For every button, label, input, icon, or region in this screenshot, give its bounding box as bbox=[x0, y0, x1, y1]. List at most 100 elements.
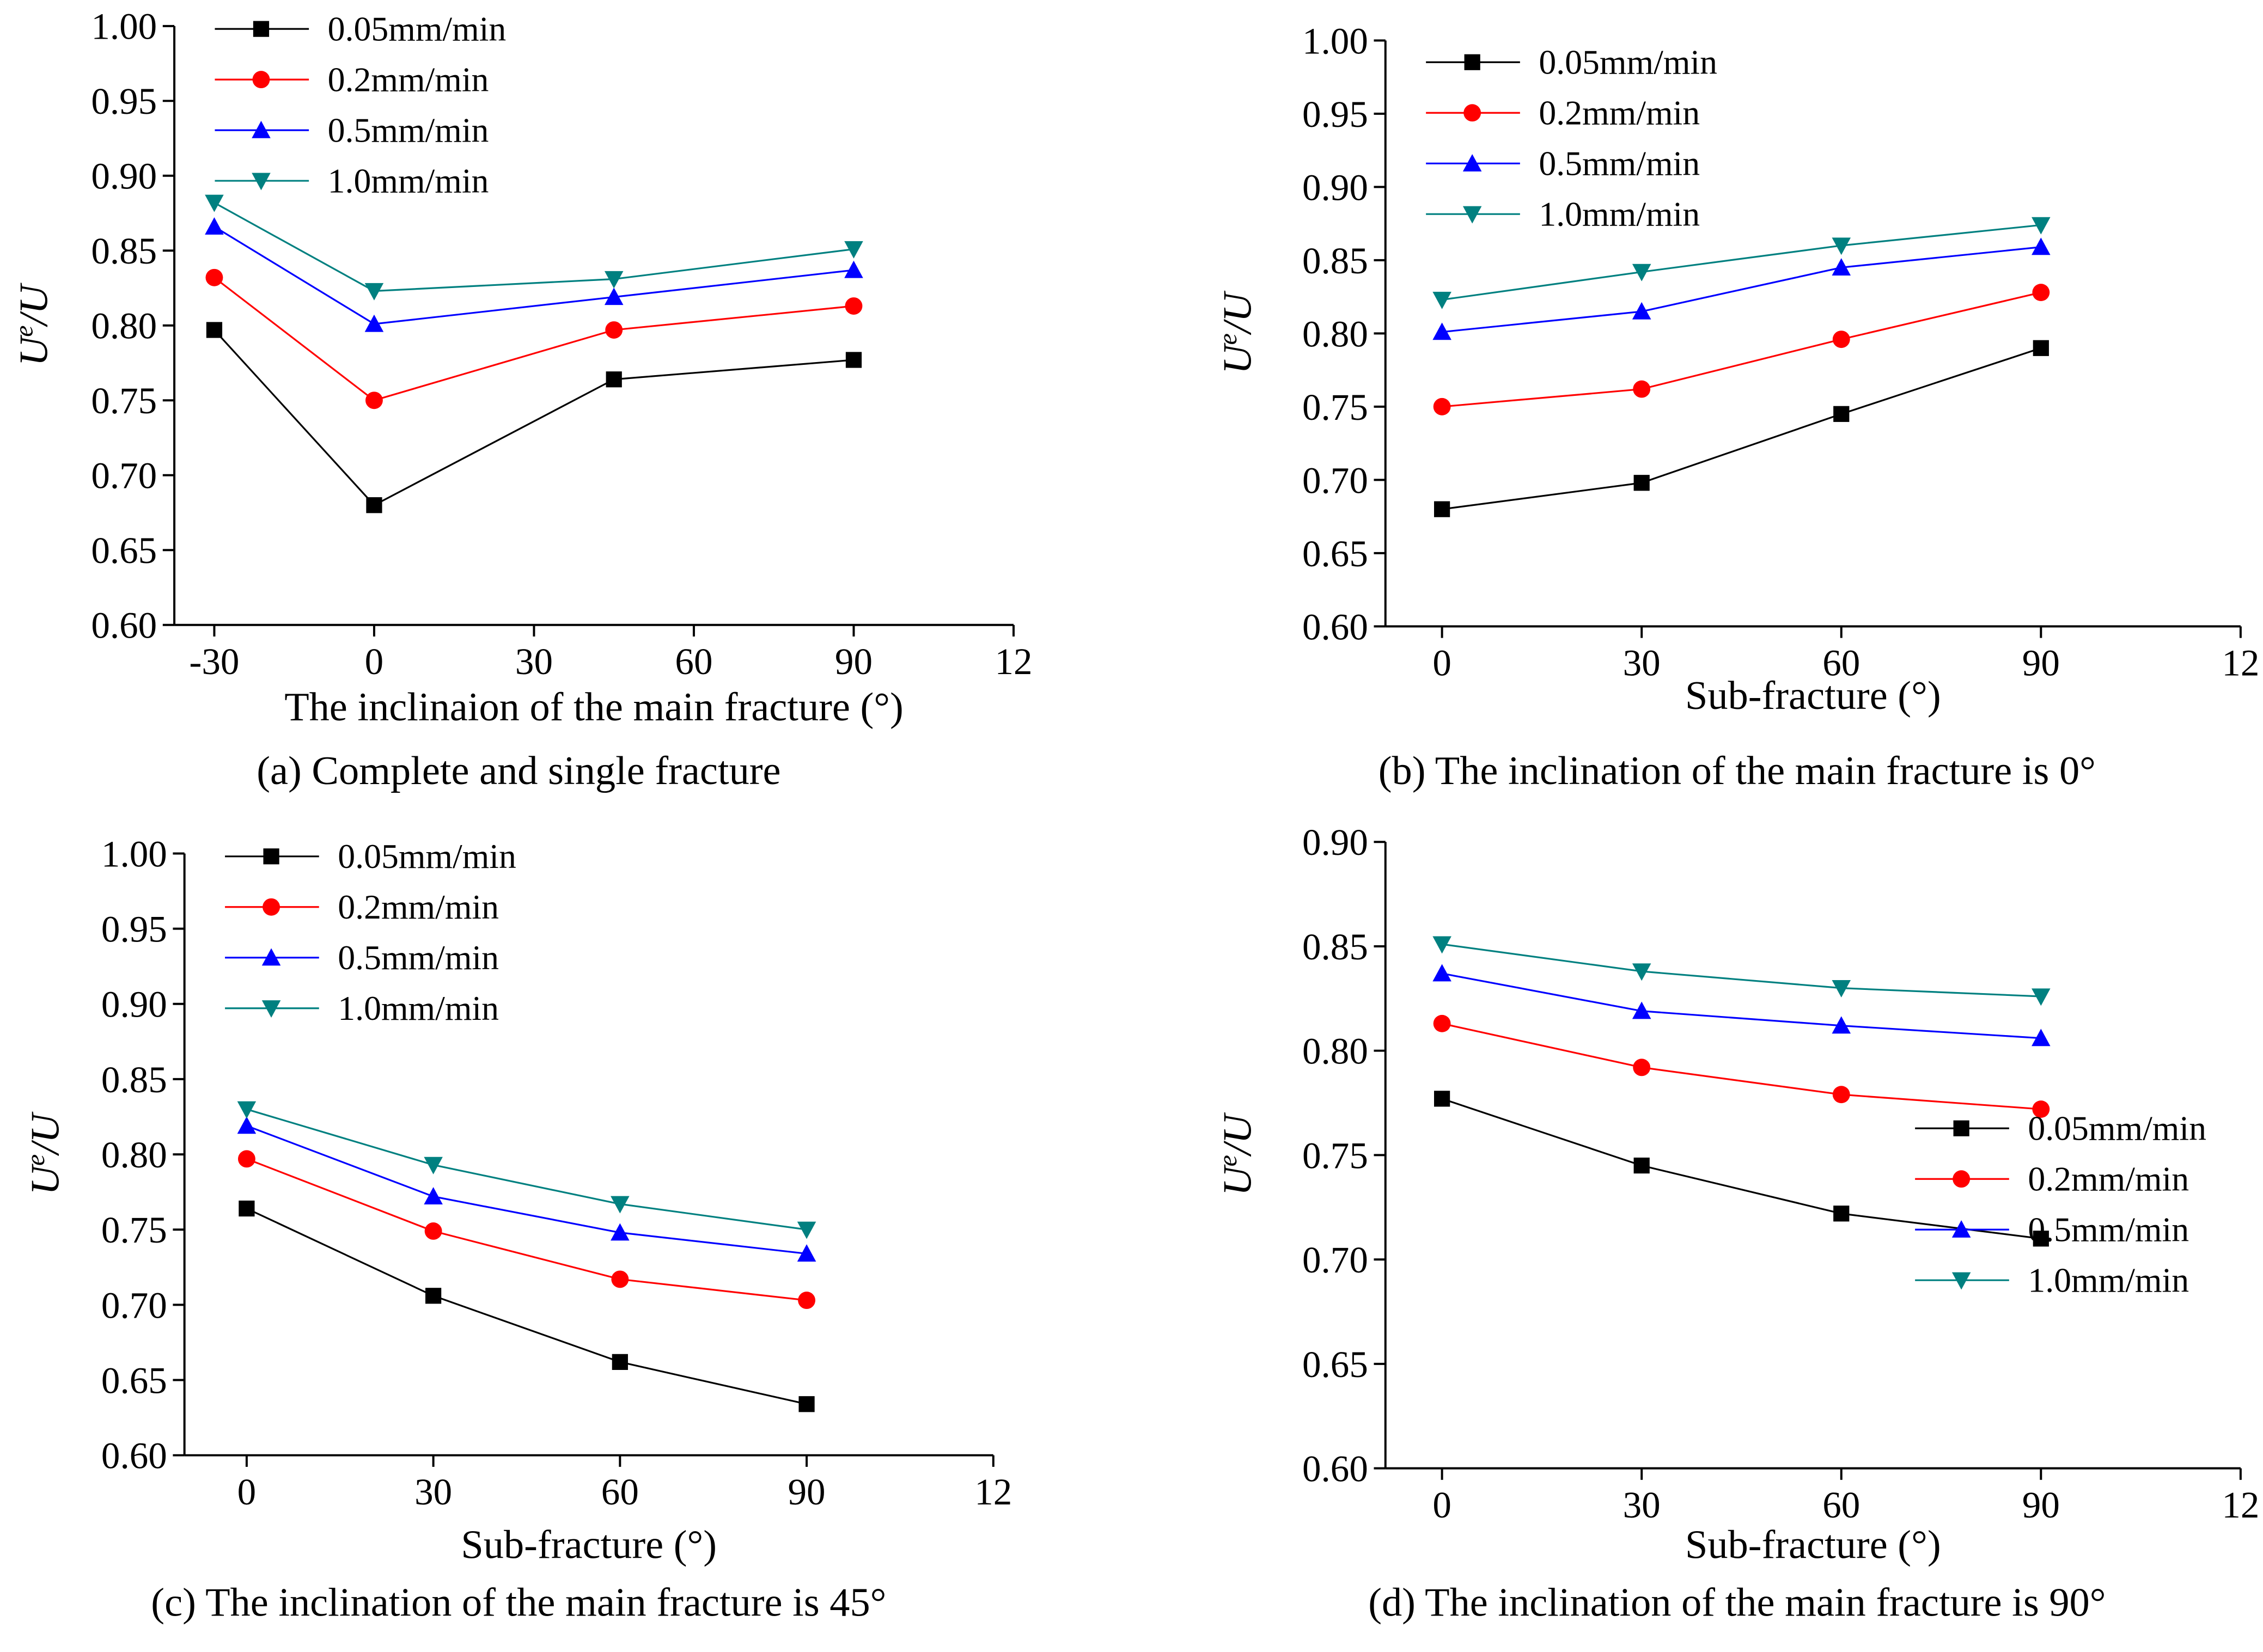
x-tick-label: 90 bbox=[788, 1471, 826, 1513]
series-line bbox=[1442, 1098, 2041, 1240]
marker bbox=[239, 1200, 255, 1217]
marker bbox=[205, 268, 223, 286]
marker bbox=[1432, 964, 1451, 982]
marker bbox=[1832, 237, 1851, 255]
marker bbox=[1434, 501, 1450, 517]
y-tick-label: 0.90 bbox=[1302, 166, 1368, 208]
series-line bbox=[214, 225, 854, 325]
y-tick-label: 0.65 bbox=[1302, 1343, 1368, 1385]
marker bbox=[612, 1354, 628, 1370]
y-tick-label: 0.70 bbox=[1302, 1239, 1368, 1281]
y-tick-label: 0.60 bbox=[1302, 1448, 1368, 1490]
y-tick-label: 0.60 bbox=[91, 604, 157, 646]
marker bbox=[1832, 980, 1851, 998]
y-tick-label: 0.80 bbox=[1302, 1030, 1368, 1072]
y-tick-label: 0.95 bbox=[101, 908, 167, 950]
y-tick-label: 0.75 bbox=[91, 380, 157, 421]
x-tick-label: -30 bbox=[189, 640, 239, 682]
legend-marker bbox=[252, 71, 270, 89]
x-tick-label: 60 bbox=[675, 640, 712, 682]
series-line bbox=[1442, 347, 2041, 510]
y-label-tail: /U bbox=[1216, 1112, 1260, 1157]
marker bbox=[1832, 1016, 1851, 1034]
x-tick-label: 0 bbox=[365, 640, 384, 682]
series-line bbox=[1442, 224, 2041, 301]
legend-marker bbox=[1951, 1220, 1971, 1238]
y-tick-label: 0.85 bbox=[1302, 926, 1368, 968]
series-line bbox=[214, 201, 854, 292]
y-tick-label: 0.85 bbox=[1302, 240, 1368, 282]
marker bbox=[1633, 475, 1650, 491]
y-tick-label: 1.00 bbox=[101, 833, 167, 874]
y-tick-label: 0.60 bbox=[1302, 605, 1368, 647]
marker bbox=[366, 497, 382, 513]
y-label-tail: /U bbox=[11, 283, 56, 328]
marker bbox=[206, 322, 223, 338]
marker bbox=[606, 371, 622, 388]
x-tick-label: 0 bbox=[1432, 1484, 1451, 1526]
marker bbox=[1633, 1058, 1651, 1076]
legend-label: 1.0mm/min bbox=[328, 161, 489, 200]
caption: (b) The inclination of the main fracture… bbox=[1378, 749, 2096, 793]
marker bbox=[1632, 1001, 1651, 1019]
y-tick-label: 0.70 bbox=[91, 455, 157, 497]
legend-label: 0.05mm/min bbox=[328, 9, 507, 48]
y-label-main: U bbox=[1216, 342, 1260, 374]
y-tick-label: 0.65 bbox=[101, 1359, 167, 1401]
panel: 0.60 0.65 0.70 0.75 0.80 0.85 0.90 0.95 1.00 0 30 6… bbox=[21, 833, 1012, 1625]
x-axis-label: Sub-fracture (°) bbox=[1685, 1522, 1941, 1567]
y-tick-label: 0.70 bbox=[101, 1284, 167, 1326]
series-line bbox=[1442, 943, 2041, 998]
x-tick-label: 0 bbox=[1432, 642, 1451, 684]
y-axis-label: Ue/U bbox=[1213, 1112, 1260, 1196]
marker bbox=[611, 1196, 630, 1214]
marker bbox=[1833, 1206, 1850, 1222]
marker bbox=[611, 1270, 629, 1288]
y-label-sup: e bbox=[21, 1154, 50, 1166]
series-line bbox=[1442, 1023, 2041, 1110]
marker bbox=[845, 297, 863, 315]
y-tick-label: 0.95 bbox=[1302, 93, 1368, 135]
marker bbox=[365, 391, 383, 409]
x-tick-label: 12 bbox=[995, 640, 1032, 682]
y-tick-label: 0.80 bbox=[1302, 313, 1368, 354]
y-tick-label: 0.80 bbox=[101, 1134, 167, 1176]
legend-marker bbox=[263, 848, 279, 865]
legend-marker bbox=[1462, 154, 1482, 172]
legend-marker bbox=[1951, 1272, 1971, 1290]
marker bbox=[605, 321, 623, 339]
x-tick-label: 90 bbox=[835, 640, 873, 682]
marker bbox=[844, 260, 863, 278]
marker bbox=[1632, 302, 1651, 320]
marker bbox=[424, 1187, 443, 1205]
marker bbox=[1432, 322, 1451, 340]
series-line bbox=[214, 329, 854, 506]
legend-label: 0.05mm/min bbox=[338, 837, 516, 876]
legend-label: 0.5mm/min bbox=[338, 938, 499, 977]
marker bbox=[844, 241, 863, 259]
x-tick-label: 30 bbox=[1623, 642, 1661, 684]
y-label-sup: e bbox=[10, 325, 39, 336]
legend-label: 1.0mm/min bbox=[2028, 1261, 2189, 1299]
marker bbox=[205, 194, 224, 212]
legend-label: 0.05mm/min bbox=[1539, 42, 1717, 81]
y-tick-label: 1.00 bbox=[1302, 20, 1368, 62]
marker bbox=[237, 1101, 257, 1119]
y-tick-label: 0.95 bbox=[91, 80, 157, 122]
marker bbox=[1434, 1091, 1450, 1107]
marker bbox=[1832, 331, 1850, 348]
marker bbox=[1432, 291, 1451, 309]
y-tick-label: 0.60 bbox=[101, 1435, 167, 1477]
marker bbox=[1632, 264, 1651, 282]
marker bbox=[611, 1223, 630, 1241]
legend-marker bbox=[1953, 1170, 1971, 1188]
y-label-main: U bbox=[1216, 1164, 1260, 1196]
y-label-sup: e bbox=[1213, 1155, 1242, 1166]
legend-label: 0.2mm/min bbox=[338, 888, 499, 926]
y-tick-label: 0.70 bbox=[1302, 459, 1368, 501]
x-tick-label: 12 bbox=[2222, 642, 2259, 684]
legend-label: 1.0mm/min bbox=[338, 989, 499, 1027]
marker bbox=[424, 1157, 443, 1174]
y-tick-label: 0.90 bbox=[101, 983, 167, 1025]
marker bbox=[797, 1221, 816, 1239]
